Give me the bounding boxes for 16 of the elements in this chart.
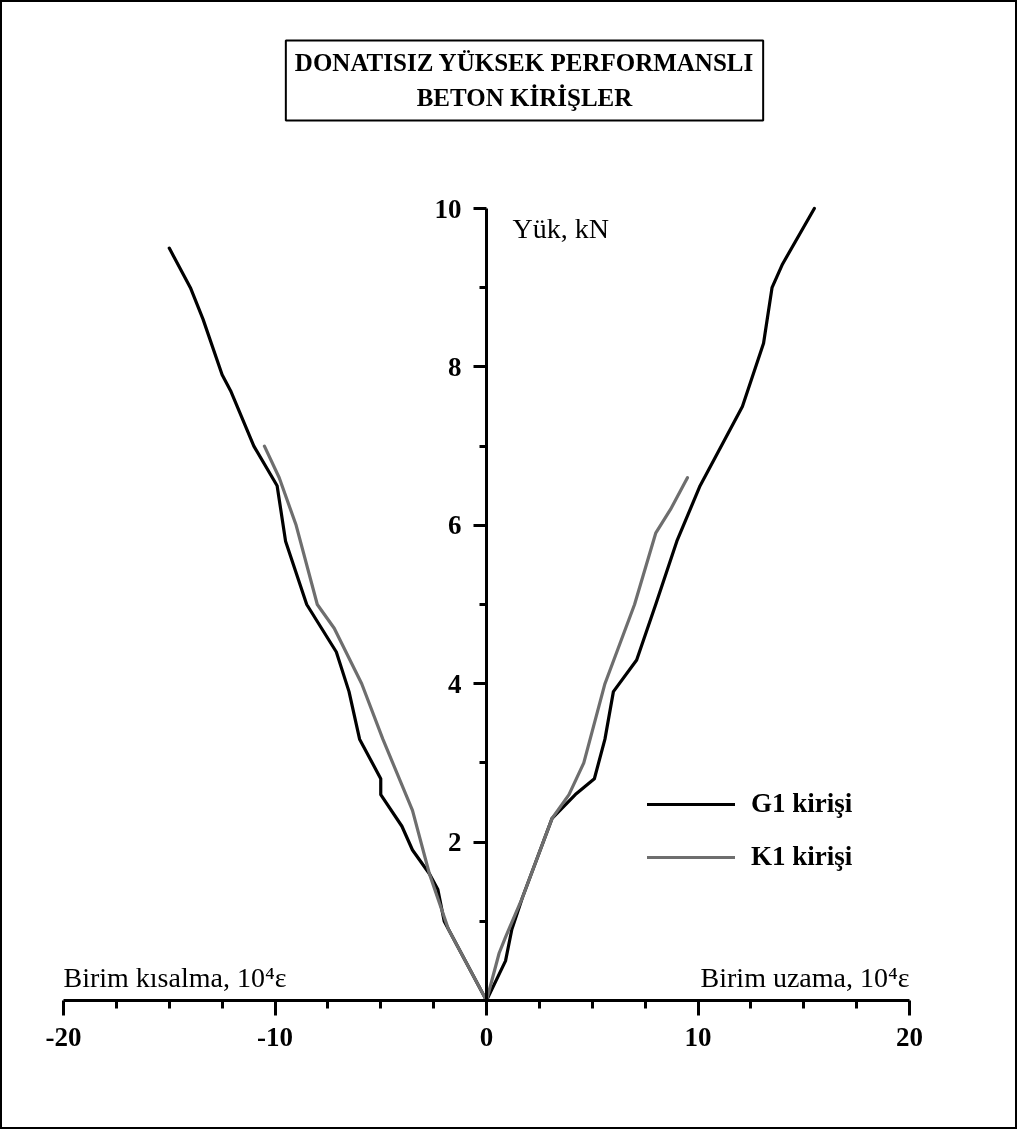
chart-title: DONATISIZ YÜKSEK PERFORMANSLI BETON KİRİŞLER — [294, 49, 754, 112]
x-tick-label: -10 — [257, 1021, 293, 1052]
y-axis-title: Yük, kN — [512, 212, 609, 244]
legend-label: G1 kirişi — [751, 788, 853, 819]
y-tick-label: 10 — [434, 193, 462, 224]
y-tick-label: 8 — [448, 351, 462, 382]
x-tick-label: 10 — [684, 1021, 712, 1052]
x-axis-title: Birim uzama, 10⁴ε — [700, 961, 910, 993]
y-tick-label: 4 — [448, 668, 462, 699]
legend-label: K1 kirişi — [751, 841, 853, 872]
y-tick-label: 2 — [448, 827, 462, 858]
annotation: Birim kısalma, 10⁴ε — [63, 961, 287, 993]
x-tick-label: 0 — [479, 1021, 494, 1052]
x-tick-label: -20 — [45, 1021, 82, 1052]
y-tick-label: 6 — [448, 510, 462, 541]
x-tick-label: 20 — [896, 1021, 923, 1052]
